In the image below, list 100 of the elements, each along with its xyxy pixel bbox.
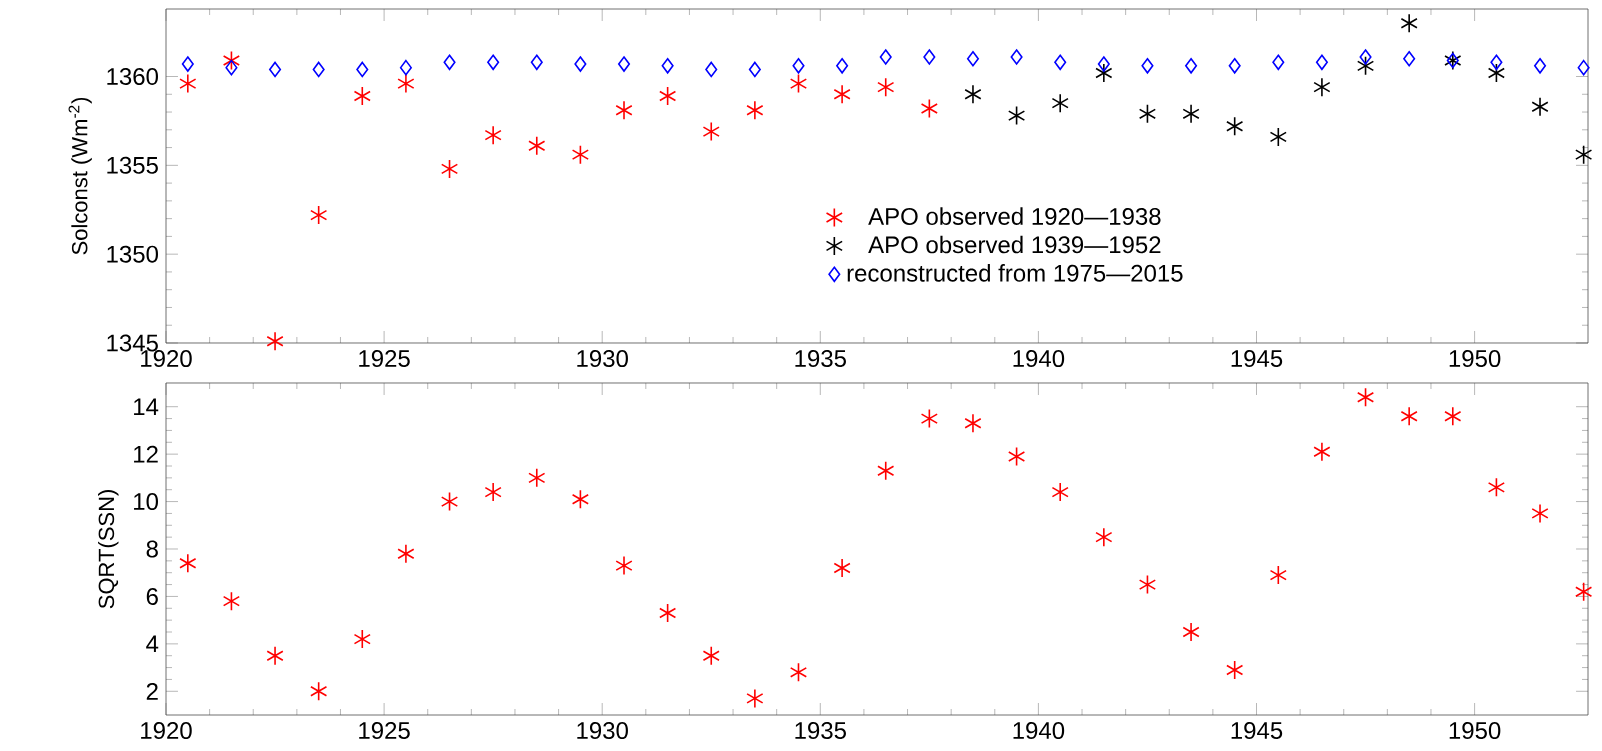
x-tick-label: 1930 — [577, 722, 628, 740]
point — [312, 61, 325, 78]
y-tick-label: 4 — [146, 635, 159, 653]
point — [1269, 565, 1287, 585]
point — [966, 50, 980, 67]
point — [702, 121, 720, 142]
point — [1400, 13, 1418, 34]
point — [266, 645, 284, 666]
point — [1138, 574, 1157, 595]
point — [487, 54, 500, 71]
point — [1095, 527, 1113, 547]
point — [1138, 104, 1157, 124]
point — [702, 645, 720, 666]
point — [353, 629, 371, 649]
point — [1141, 58, 1154, 74]
point — [964, 413, 982, 434]
x-tick-label: 1930 — [577, 350, 628, 368]
point — [617, 56, 631, 72]
y-tick-label: 8 — [146, 540, 158, 558]
point — [879, 49, 892, 65]
point — [1010, 49, 1023, 65]
point — [1095, 63, 1113, 83]
y-tick-label: 12 — [134, 445, 158, 463]
y-tick-label: 1355 — [107, 156, 158, 174]
point — [440, 159, 459, 179]
point — [1054, 54, 1067, 71]
point — [789, 662, 808, 683]
point — [1575, 581, 1593, 602]
point — [1487, 63, 1505, 83]
point — [310, 681, 328, 702]
x-tick-label: 1935 — [795, 722, 846, 740]
point — [1531, 503, 1549, 524]
x-tick-label: 1945 — [1231, 722, 1283, 740]
point — [1356, 387, 1375, 408]
legend-label: APO observed 1939—1952 — [868, 235, 1161, 254]
point — [1313, 77, 1331, 97]
point — [528, 468, 546, 488]
point — [1185, 58, 1198, 74]
point — [440, 491, 459, 512]
x-tick-label: 1920 — [141, 350, 192, 368]
point — [1226, 660, 1244, 680]
point — [1272, 54, 1285, 71]
x-tick-label: 1925 — [359, 722, 410, 740]
point — [397, 543, 415, 564]
point — [964, 84, 982, 105]
point — [1444, 406, 1462, 426]
point — [266, 331, 284, 352]
point — [225, 59, 238, 76]
point — [222, 591, 241, 611]
point — [877, 460, 895, 481]
point — [1359, 49, 1372, 65]
y-tick-label: 6 — [146, 587, 158, 605]
x-tick-label: 1925 — [359, 350, 410, 368]
point — [1575, 144, 1593, 165]
point — [833, 558, 851, 578]
point — [1269, 127, 1287, 147]
y-tick-label: 1345 — [107, 334, 158, 352]
point — [484, 482, 502, 502]
x-tick-label: 1950 — [1449, 722, 1501, 740]
point — [1051, 93, 1069, 113]
point — [1182, 622, 1200, 642]
point — [269, 61, 282, 78]
x-tick-label: 1950 — [1449, 350, 1501, 368]
point — [659, 603, 677, 623]
point — [923, 49, 936, 65]
point — [179, 553, 197, 574]
point — [1228, 58, 1241, 74]
y-tick-label: 10 — [134, 493, 159, 511]
legend-label: reconstructed from 1975—2015 — [847, 264, 1183, 282]
point — [1182, 104, 1200, 124]
point — [181, 56, 194, 72]
x-tick-label: 1940 — [1013, 722, 1065, 740]
point — [1490, 54, 1503, 71]
point — [1315, 54, 1328, 71]
point — [833, 84, 851, 105]
point — [920, 408, 938, 429]
point — [1008, 446, 1026, 467]
point — [530, 54, 543, 71]
point — [353, 86, 371, 106]
point — [443, 54, 456, 71]
y-axis-title: SQRT(SSN) — [98, 490, 119, 609]
point — [1577, 59, 1590, 76]
point — [574, 56, 587, 72]
point — [789, 73, 808, 94]
point — [748, 61, 761, 78]
point — [920, 98, 938, 119]
point — [484, 125, 502, 145]
point — [397, 73, 415, 94]
point — [1531, 96, 1549, 117]
point — [836, 58, 849, 74]
point — [1487, 477, 1505, 498]
point — [877, 77, 895, 97]
point — [792, 58, 805, 74]
y-tick-label: 2 — [146, 682, 158, 700]
point — [615, 555, 633, 576]
point — [1051, 482, 1069, 502]
point — [1226, 116, 1244, 137]
point — [615, 100, 633, 121]
point — [571, 144, 589, 165]
x-tick-label: 1920 — [141, 722, 192, 740]
